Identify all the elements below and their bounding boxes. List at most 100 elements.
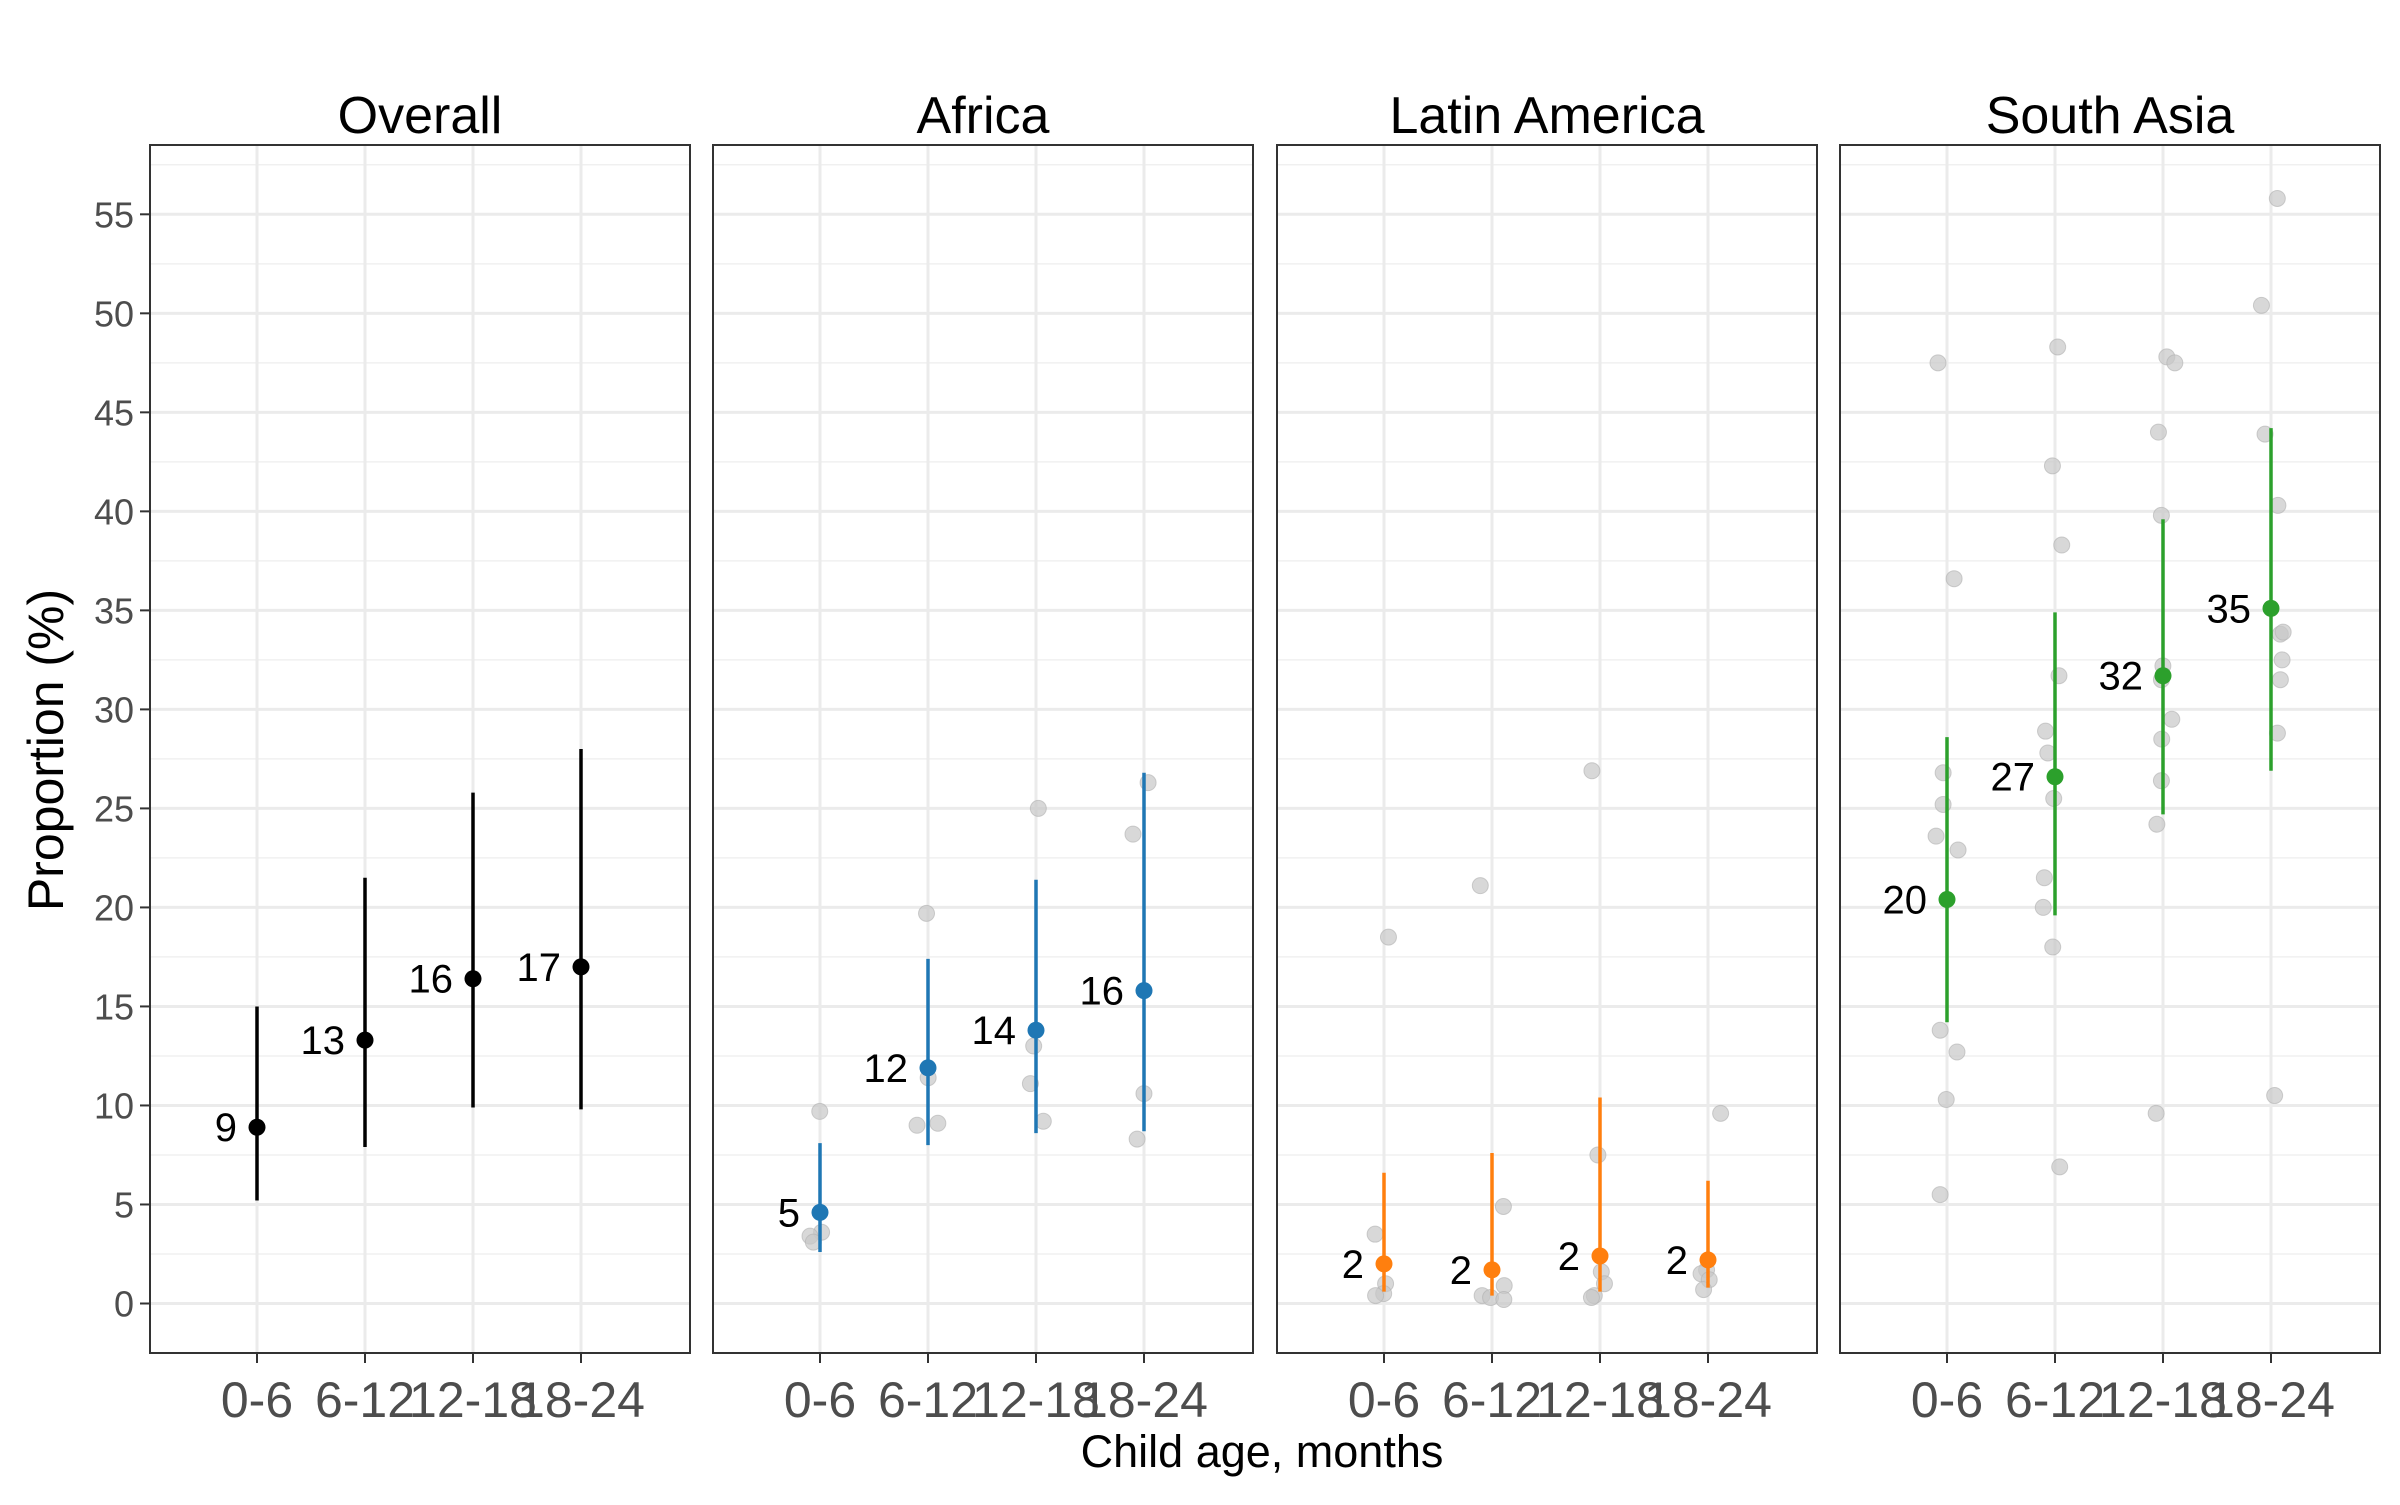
x-tick-label: 12-18 [972,1372,1100,1428]
estimate-label: 14 [972,1009,1017,1053]
study-point [1379,928,1397,946]
y-tick-label: 30 [94,689,134,730]
study-point [908,1116,926,1134]
x-tick-label: 12-18 [2099,1372,2227,1428]
y-tick-label: 40 [94,491,134,532]
estimate-point [1591,1247,1609,1265]
estimate-point [1483,1261,1501,1279]
estimate-label: 35 [2207,587,2252,631]
estimate-label: 5 [778,1191,800,1235]
study-point [1589,1146,1607,1164]
estimate-point [811,1203,829,1221]
x-axis-title: Child age, months [1081,1426,1444,1477]
study-point [1583,762,1601,780]
y-tick-label: 5 [114,1184,134,1225]
estimate-point [2154,667,2172,685]
study-point [1929,354,1947,372]
study-point [2149,423,2167,441]
panel-background [1840,145,2380,1353]
study-point [1025,1037,1043,1055]
estimate-label: 2 [1558,1235,1580,1279]
y-tick-label: 20 [94,887,134,928]
study-point [1495,1291,1513,1309]
estimate-label: 12 [864,1047,909,1091]
x-tick-label: 6-12 [878,1372,978,1428]
study-point [1927,827,1945,845]
y-tick-label: 35 [94,590,134,631]
study-point [1494,1197,1512,1215]
estimate-point [2262,599,2280,617]
estimate-point [572,958,590,976]
y-tick-label: 10 [94,1085,134,1126]
x-tick-label: 18-24 [1080,1372,1208,1428]
study-point [1367,1287,1385,1305]
study-point [2037,722,2055,740]
estimate-point [919,1059,937,1077]
study-point [1937,1091,1955,1109]
x-tick-label: 18-24 [517,1372,645,1428]
study-point [1124,825,1142,843]
x-tick-label: 0-6 [784,1372,856,1428]
study-point [2266,1087,2284,1105]
study-point [1029,799,1047,817]
estimate-point [356,1031,374,1049]
study-point [918,904,936,922]
x-tick-label: 18-24 [2207,1372,2335,1428]
study-point [1931,1021,1949,1039]
panel-title: Africa [917,87,1050,145]
study-point [1582,1289,1600,1307]
estimate-point [1135,982,1153,1000]
study-point [1128,1130,1146,1148]
estimate-point [1375,1255,1393,1273]
estimate-label: 16 [409,958,454,1002]
estimate-label: 17 [517,946,562,990]
study-point [2034,898,2052,916]
study-point [1931,1186,1949,1204]
study-point [2148,815,2166,833]
y-axis: 0 5 10 15 20 25 30 35 40 45 50 55 [94,194,150,1324]
y-tick-label: 0 [114,1283,134,1324]
study-point [1949,841,1967,859]
x-tick-label: 0-6 [221,1372,293,1428]
study-point [2271,671,2289,689]
panel-border [1839,144,2381,1354]
study-point [1471,877,1489,895]
estimate-point [1699,1251,1717,1269]
estimate-label: 32 [2099,655,2144,699]
study-point [1366,1225,1384,1243]
panel-title: Latin America [1389,87,1704,145]
panel-title: Overall [338,87,503,145]
study-point [811,1102,829,1120]
y-tick-label: 15 [94,986,134,1027]
study-point [2044,938,2062,956]
study-point [2147,1104,2165,1122]
estimate-label: 9 [215,1106,237,1150]
x-tick-label: 18-24 [1644,1372,1772,1428]
study-point [2256,425,2274,443]
study-point [2166,354,2184,372]
panel-background [1277,145,1817,1353]
study-point [2053,536,2071,554]
study-point [1712,1104,1730,1122]
panel-title: South Asia [1986,87,2235,145]
study-point [2273,651,2291,669]
x-tick-label: 6-12 [1442,1372,1542,1428]
estimate-label: 2 [1666,1239,1688,1283]
estimate-label: 13 [301,1019,346,1063]
estimate-point [248,1118,266,1136]
study-point [1945,570,1963,588]
estimate-label: 16 [1080,970,1125,1014]
x-tick-label: 6-12 [2005,1372,2105,1428]
study-point [2051,1158,2069,1176]
x-tick-label: 12-18 [409,1372,537,1428]
panel-border [1276,144,1818,1354]
study-point [1948,1043,1966,1061]
x-tick-label: 6-12 [315,1372,415,1428]
x-tick-label: 0-6 [1348,1372,1420,1428]
